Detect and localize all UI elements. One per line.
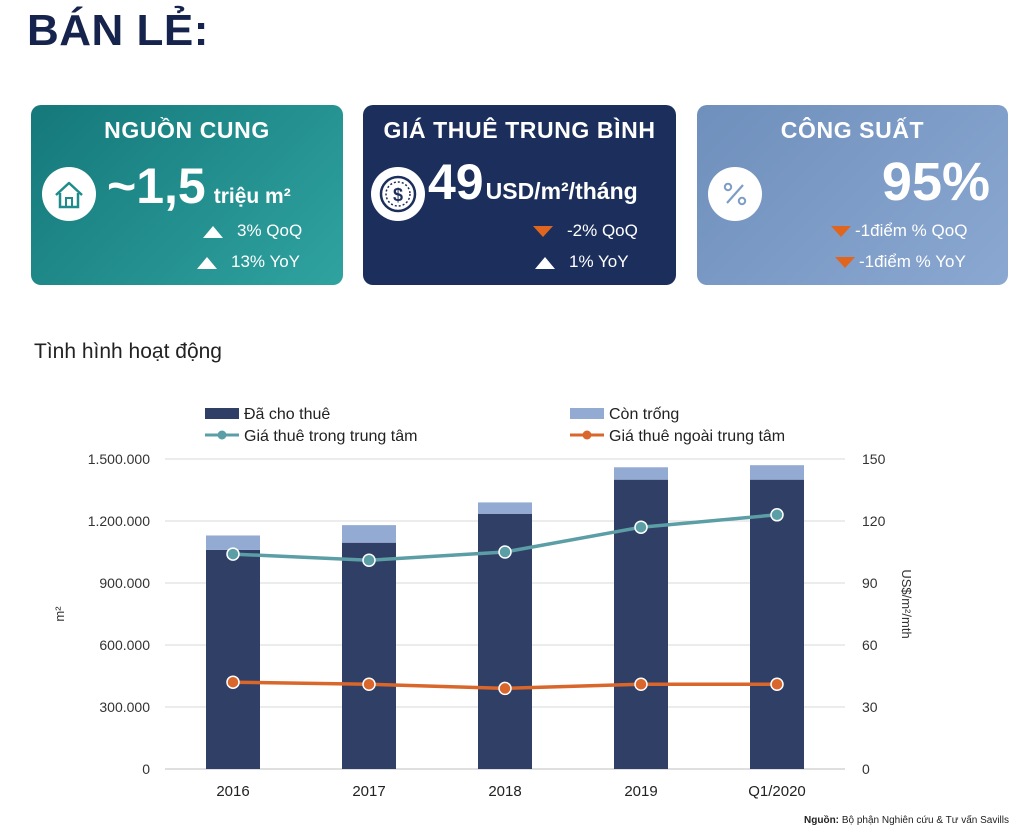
y-tick-label: 0 <box>142 761 150 777</box>
supply-qoq: 3% QoQ <box>237 221 303 240</box>
occupancy-yoy: -1điểm % YoY <box>859 252 966 271</box>
bar-leased <box>342 542 396 769</box>
legend-swatch <box>205 408 239 419</box>
house-icon <box>42 167 96 221</box>
point-cbd-rent <box>498 545 512 559</box>
bar-leased <box>206 549 260 769</box>
legend-marker <box>582 430 592 440</box>
occupancy-card: CÔNG SUẤT 95% -1điểm % QoQ -1điểm % YoY <box>697 105 1008 285</box>
x-tick-label: 2017 <box>352 783 385 800</box>
legend-label: Giá thuê ngoài trung tâm <box>609 428 785 445</box>
up-triangle-icon <box>197 256 217 269</box>
percent-icon <box>708 167 762 221</box>
rent-qoq: -2% QoQ <box>567 221 638 240</box>
bar-vacant <box>750 465 804 480</box>
chart-subtitle: Tình hình hoạt động <box>34 340 222 363</box>
rent-value: 49 <box>428 154 484 210</box>
y-tick-label: 1.200.000 <box>88 513 150 529</box>
legend-swatch <box>570 408 604 419</box>
y-tick-label: 900.000 <box>99 575 150 591</box>
down-triangle-icon <box>831 226 851 238</box>
y2-tick-label: 30 <box>862 699 878 715</box>
x-tick-label: 2016 <box>216 783 249 800</box>
bar-vacant <box>206 535 260 550</box>
legend-label: Đã cho thuê <box>244 406 330 423</box>
point-noncbd-rent <box>634 677 648 692</box>
occupancy-qoq: -1điểm % QoQ <box>855 221 968 240</box>
down-triangle-icon <box>835 257 855 269</box>
y2-tick-label: 120 <box>862 513 886 529</box>
down-triangle-icon <box>533 226 553 238</box>
legend-label: Còn trống <box>609 406 679 423</box>
x-tick-label: Q1/2020 <box>748 783 806 800</box>
point-noncbd-rent <box>498 681 512 696</box>
bar-vacant <box>478 502 532 514</box>
y-tick-label: 600.000 <box>99 637 150 653</box>
rent-unit: USD/m²/tháng <box>485 178 638 204</box>
point-cbd-rent <box>634 520 648 534</box>
y2-axis-label: US$/m²/mth <box>899 569 914 638</box>
supply-heading: NGUỒN CUNG <box>104 117 270 143</box>
source-label: Nguồn: <box>804 815 840 826</box>
performance-chart: 0 300.000 600.000 900.000 1.200.000 1.500.000… <box>52 406 914 800</box>
supply-unit: triệu m² <box>213 185 291 208</box>
point-cbd-rent <box>770 508 784 522</box>
legend-marker <box>217 430 227 440</box>
x-tick-label: 2019 <box>624 783 657 800</box>
rent-heading: GIÁ THUÊ TRUNG BÌNH <box>383 117 656 143</box>
y2-tick-label: 0 <box>862 761 870 777</box>
y-tick-label: 300.000 <box>99 699 150 715</box>
supply-yoy: 13% YoY <box>231 252 301 271</box>
occupancy-heading: CÔNG SUẤT <box>780 117 925 143</box>
supply-value: ~1,5 <box>107 158 206 214</box>
page-title: BÁN LẺ: <box>27 6 209 55</box>
bar-vacant <box>342 525 396 543</box>
point-noncbd-rent <box>362 677 376 692</box>
rent-card: GIÁ THUÊ TRUNG BÌNH $ 49USD/m²/tháng -2%… <box>363 105 676 285</box>
legend-label: Giá thuê trong trung tâm <box>244 428 417 445</box>
x-tick-label: 2018 <box>488 783 521 800</box>
up-triangle-icon <box>535 256 555 269</box>
y2-tick-label: 90 <box>862 575 878 591</box>
point-cbd-rent <box>226 547 240 561</box>
bar-leased <box>750 479 804 769</box>
y-axis-label: m² <box>52 606 67 622</box>
source-note: Nguồn: Bộ phận Nghiên cứu & Tư vấn Savil… <box>804 815 1009 826</box>
supply-card: NGUỒN CUNG ~1,5 triệu m² 3% QoQ 13% YoY <box>31 105 343 285</box>
up-triangle-icon <box>203 225 223 238</box>
rent-yoy: 1% YoY <box>569 252 629 271</box>
source-text: Bộ phận Nghiên cứu & Tư vấn Savills <box>841 815 1009 826</box>
y-tick-label: 1.500.000 <box>88 451 150 467</box>
occupancy-value: 95% <box>881 152 990 212</box>
svg-text:$: $ <box>393 185 403 205</box>
point-noncbd-rent <box>770 677 784 692</box>
y2-tick-label: 60 <box>862 637 878 653</box>
point-noncbd-rent <box>226 675 240 689</box>
y2-tick-label: 150 <box>862 451 886 467</box>
bar-vacant <box>614 467 668 480</box>
dollar-coin-icon: $ <box>371 167 425 221</box>
point-cbd-rent <box>362 553 376 568</box>
